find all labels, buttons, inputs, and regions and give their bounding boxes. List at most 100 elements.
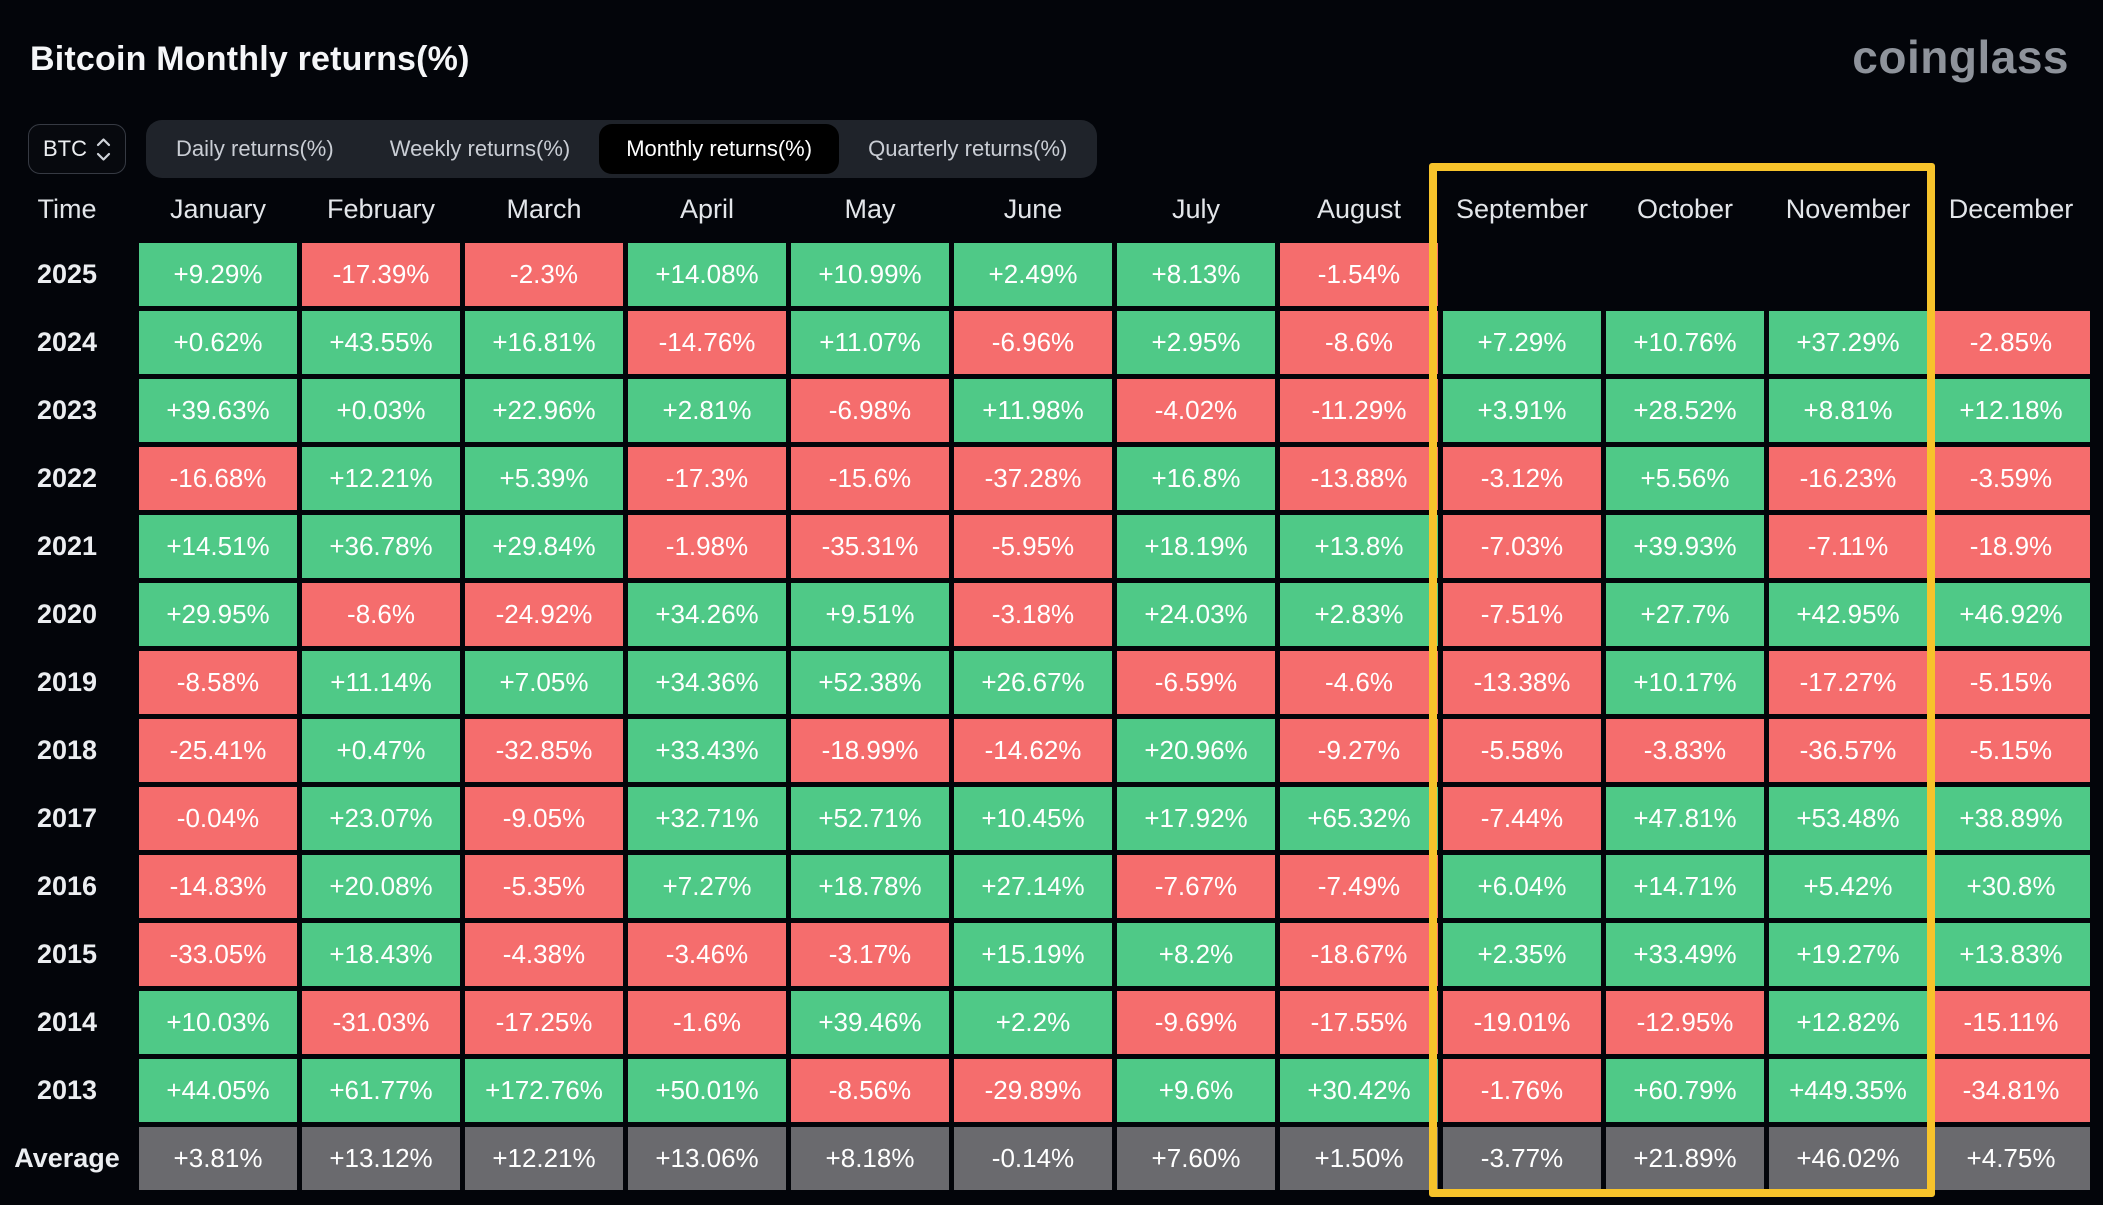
cell-2024-february: +43.55%	[302, 311, 460, 374]
cell-2015-december: +13.83%	[1932, 923, 2090, 986]
cell-2021-april: -1.98%	[628, 515, 786, 578]
column-header-june: June	[1003, 193, 1063, 224]
cell-2016-september: +6.04%	[1443, 855, 1601, 918]
cell-2019-january: -8.58%	[139, 651, 297, 714]
cell-2016-august: -7.49%	[1280, 855, 1438, 918]
cell-2015-july: +8.2%	[1117, 923, 1275, 986]
cell-2023-august: -11.29%	[1280, 379, 1438, 442]
row-label-2022: 2022	[36, 463, 98, 493]
cell-2014-december: -15.11%	[1932, 991, 2090, 1054]
coinglass-logo: coinglass	[1852, 31, 2069, 83]
cell-2024-july: +2.95%	[1117, 311, 1275, 374]
cell-2014-may: +39.46%	[791, 991, 949, 1054]
row-label-2023: 2023	[36, 395, 98, 425]
cell-2025-january: +9.29%	[139, 243, 297, 306]
cell-2021-october: +39.93%	[1606, 515, 1764, 578]
cell-2014-march: -17.25%	[465, 991, 623, 1054]
cell-2018-april: +33.43%	[628, 719, 786, 782]
cell-2024-october: +10.76%	[1606, 311, 1764, 374]
cell-2018-may: -18.99%	[791, 719, 949, 782]
cell-2025-march: -2.3%	[465, 243, 623, 306]
cell-2020-october: +27.7%	[1606, 583, 1764, 646]
tab-weekly-returns[interactable]: Weekly returns(%)	[389, 136, 571, 161]
cell-2016-july: -7.67%	[1117, 855, 1275, 918]
cell-2023-may: -6.98%	[791, 379, 949, 442]
cell-2013-november: +449.35%	[1769, 1059, 1927, 1122]
cell-2018-february: +0.47%	[302, 719, 460, 782]
cell-2017-july: +17.92%	[1117, 787, 1275, 850]
cell-2013-august: +30.42%	[1280, 1059, 1438, 1122]
cell-2022-november: -16.23%	[1769, 447, 1927, 510]
cell-2022-december: -3.59%	[1932, 447, 2090, 510]
cell-2013-june: -29.89%	[954, 1059, 1112, 1122]
cell-2016-may: +18.78%	[791, 855, 949, 918]
cell-2018-january: -25.41%	[139, 719, 297, 782]
column-header-july: July	[1171, 193, 1220, 224]
cell-2021-june: -5.95%	[954, 515, 1112, 578]
cell-average-january: +3.81%	[139, 1127, 297, 1190]
column-header-time: Time	[37, 193, 97, 224]
cell-2019-august: -4.6%	[1280, 651, 1438, 714]
cell-2021-august: +13.8%	[1280, 515, 1438, 578]
cell-2023-march: +22.96%	[465, 379, 623, 442]
cell-2025-october	[1606, 243, 1764, 306]
cell-2018-june: -14.62%	[954, 719, 1112, 782]
cell-2018-november: -36.57%	[1769, 719, 1927, 782]
column-header-february: February	[326, 193, 436, 224]
cell-2021-december: -18.9%	[1932, 515, 2090, 578]
cell-2024-may: +11.07%	[791, 311, 949, 374]
cell-2021-march: +29.84%	[465, 515, 623, 578]
cell-2018-march: -32.85%	[465, 719, 623, 782]
cell-2023-february: +0.03%	[302, 379, 460, 442]
cell-2021-september: -7.03%	[1443, 515, 1601, 578]
returns-table: Time January February March April May June July…	[0, 180, 2090, 1190]
cell-2023-november: +8.81%	[1769, 379, 1927, 442]
row-label-2019: 2019	[36, 667, 98, 697]
cell-2014-august: -17.55%	[1280, 991, 1438, 1054]
cell-2013-april: +50.01%	[628, 1059, 786, 1122]
cell-average-february: +13.12%	[302, 1127, 460, 1190]
cell-2017-august: +65.32%	[1280, 787, 1438, 850]
cell-average-july: +7.60%	[1117, 1127, 1275, 1190]
cell-2020-april: +34.26%	[628, 583, 786, 646]
cell-2025-june: +2.49%	[954, 243, 1112, 306]
cell-2019-february: +11.14%	[302, 651, 460, 714]
row-label-2017: 2017	[36, 803, 98, 833]
tab-daily-returns[interactable]: Daily returns(%)	[176, 136, 334, 161]
cell-average-may: +8.18%	[791, 1127, 949, 1190]
cell-2025-september	[1443, 243, 1601, 306]
cell-2015-february: +18.43%	[302, 923, 460, 986]
cell-2016-january: -14.83%	[139, 855, 297, 918]
cell-2022-july: +16.8%	[1117, 447, 1275, 510]
row-label-2018: 2018	[36, 735, 98, 765]
cell-2024-september: +7.29%	[1443, 311, 1601, 374]
cell-2020-july: +24.03%	[1117, 583, 1275, 646]
cell-average-november: +46.02%	[1769, 1127, 1927, 1190]
cell-2022-august: -13.88%	[1280, 447, 1438, 510]
cell-2022-october: +5.56%	[1606, 447, 1764, 510]
tab-monthly-returns[interactable]: Monthly returns(%)	[599, 124, 840, 174]
column-header-december: December	[1948, 193, 2074, 224]
cell-2023-september: +3.91%	[1443, 379, 1601, 442]
cell-2015-april: -3.46%	[628, 923, 786, 986]
row-label-2025: 2025	[36, 259, 98, 289]
cell-2015-october: +33.49%	[1606, 923, 1764, 986]
cell-2020-february: -8.6%	[302, 583, 460, 646]
cell-2015-september: +2.35%	[1443, 923, 1601, 986]
cell-2017-september: -7.44%	[1443, 787, 1601, 850]
coin-selector[interactable]: BTC	[28, 124, 126, 174]
cell-2023-october: +28.52%	[1606, 379, 1764, 442]
cell-2017-april: +32.71%	[628, 787, 786, 850]
cell-2023-april: +2.81%	[628, 379, 786, 442]
cell-2014-april: -1.6%	[628, 991, 786, 1054]
cell-2015-march: -4.38%	[465, 923, 623, 986]
cell-2018-december: -5.15%	[1932, 719, 2090, 782]
cell-2020-november: +42.95%	[1769, 583, 1927, 646]
tab-quarterly-returns[interactable]: Quarterly returns(%)	[868, 136, 1068, 161]
cell-2013-january: +44.05%	[139, 1059, 297, 1122]
cell-2024-june: -6.96%	[954, 311, 1112, 374]
cell-2019-june: +26.67%	[954, 651, 1112, 714]
cell-2021-july: +18.19%	[1117, 515, 1275, 578]
cell-2014-september: -19.01%	[1443, 991, 1601, 1054]
